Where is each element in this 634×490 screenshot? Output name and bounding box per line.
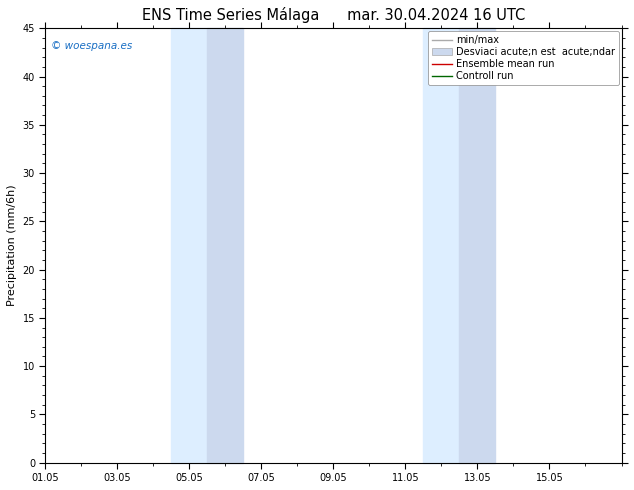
Title: ENS Time Series Málaga      mar. 30.04.2024 16 UTC: ENS Time Series Málaga mar. 30.04.2024 1…: [142, 7, 525, 23]
Legend: min/max, Desviaci acute;n est  acute;ndar, Ensemble mean run, Controll run: min/max, Desviaci acute;n est acute;ndar…: [429, 31, 619, 85]
Bar: [207, 28, 243, 463]
Text: © woespana.es: © woespana.es: [51, 41, 133, 51]
Bar: [171, 28, 207, 463]
Bar: [460, 28, 496, 463]
Y-axis label: Precipitation (mm/6h): Precipitation (mm/6h): [7, 185, 17, 306]
Bar: [424, 28, 460, 463]
